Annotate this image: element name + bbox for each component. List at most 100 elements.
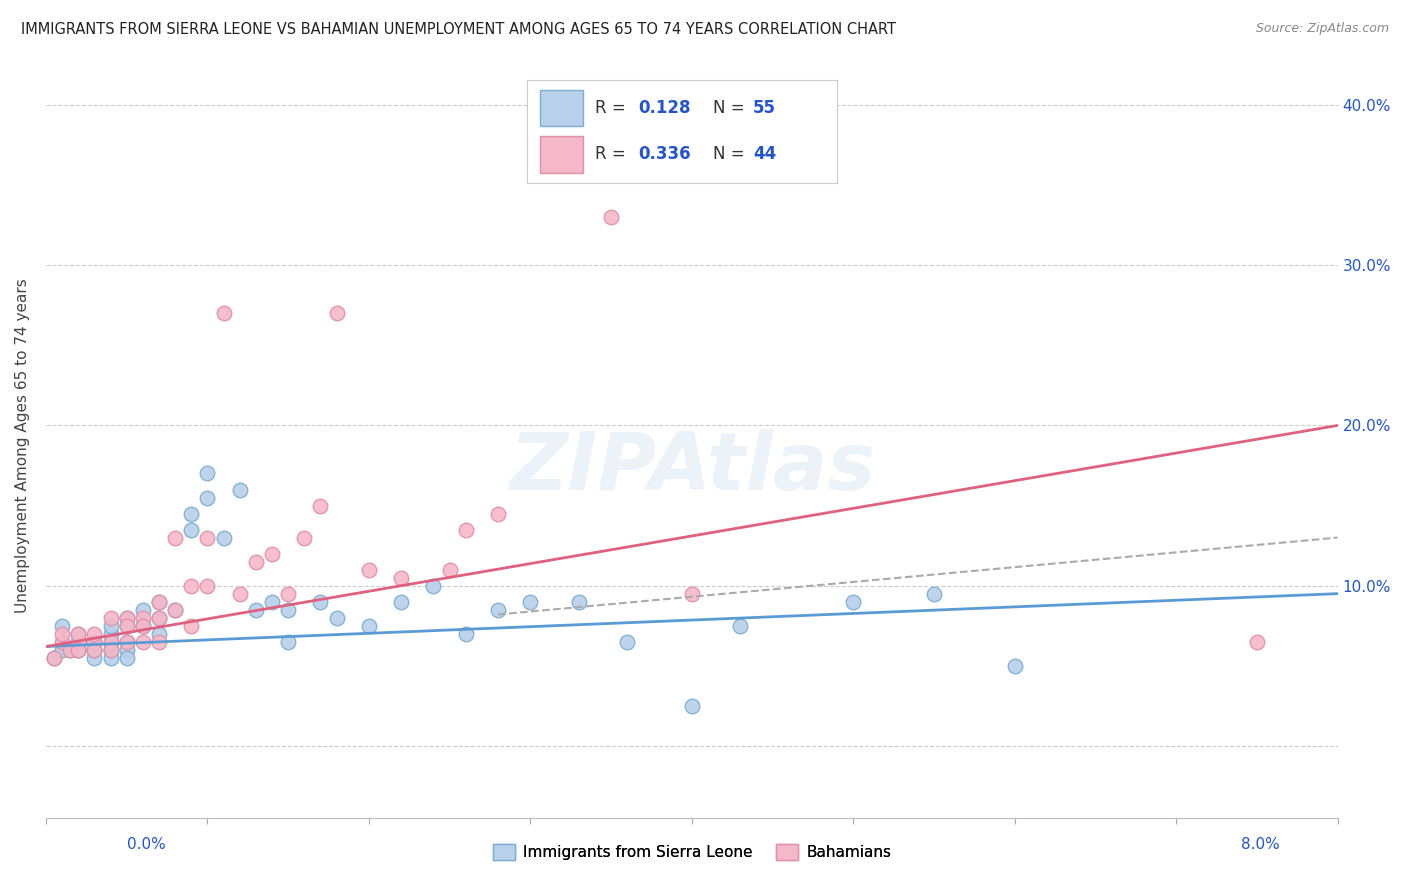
Text: 44: 44 <box>754 145 776 163</box>
Text: 0.128: 0.128 <box>638 99 692 117</box>
Point <box>357 563 380 577</box>
Point <box>165 602 187 616</box>
Point <box>277 634 299 648</box>
Point <box>148 610 170 624</box>
Point <box>681 698 703 713</box>
Point <box>568 594 591 608</box>
Text: 0.0%: 0.0% <box>127 837 166 852</box>
Y-axis label: Unemployment Among Ages 65 to 74 years: Unemployment Among Ages 65 to 74 years <box>15 278 30 613</box>
Point <box>486 602 509 616</box>
Point <box>389 571 412 585</box>
Point <box>681 587 703 601</box>
Text: ZIPAtlas: ZIPAtlas <box>509 429 875 507</box>
Point <box>519 594 541 608</box>
Point <box>83 642 105 657</box>
Point <box>115 642 138 657</box>
Point <box>260 547 283 561</box>
Point <box>115 618 138 632</box>
Point <box>245 555 267 569</box>
Point <box>180 523 202 537</box>
Point <box>83 634 105 648</box>
Text: IMMIGRANTS FROM SIERRA LEONE VS BAHAMIAN UNEMPLOYMENT AMONG AGES 65 TO 74 YEARS : IMMIGRANTS FROM SIERRA LEONE VS BAHAMIAN… <box>21 22 896 37</box>
Point <box>1004 658 1026 673</box>
Point <box>100 634 122 648</box>
Point <box>228 587 250 601</box>
Point <box>115 650 138 665</box>
Point <box>486 507 509 521</box>
Text: 8.0%: 8.0% <box>1240 837 1279 852</box>
Point <box>83 626 105 640</box>
Point <box>148 610 170 624</box>
Point <box>180 507 202 521</box>
Point <box>132 610 155 624</box>
Point <box>132 602 155 616</box>
Point <box>132 618 155 632</box>
Point <box>197 579 219 593</box>
Point <box>42 650 65 665</box>
Point <box>165 531 187 545</box>
Point <box>148 634 170 648</box>
Point <box>67 642 90 657</box>
Legend: Immigrants from Sierra Leone, Bahamians: Immigrants from Sierra Leone, Bahamians <box>486 838 897 866</box>
Point <box>100 642 122 657</box>
Point <box>67 634 90 648</box>
FancyBboxPatch shape <box>540 89 583 127</box>
Point <box>115 634 138 648</box>
Point <box>357 618 380 632</box>
Point <box>325 306 347 320</box>
Point <box>132 618 155 632</box>
Point <box>100 610 122 624</box>
Point <box>197 467 219 481</box>
Point <box>454 626 477 640</box>
Point <box>148 594 170 608</box>
Point <box>115 610 138 624</box>
Point <box>59 642 82 657</box>
Point <box>600 210 623 224</box>
Text: N =: N = <box>713 99 749 117</box>
Point <box>454 523 477 537</box>
Point <box>180 579 202 593</box>
Point <box>260 594 283 608</box>
Point <box>422 579 444 593</box>
Point <box>100 642 122 657</box>
Point <box>100 626 122 640</box>
Point <box>100 634 122 648</box>
Point <box>148 594 170 608</box>
Point <box>197 531 219 545</box>
Point <box>180 618 202 632</box>
Text: Source: ZipAtlas.com: Source: ZipAtlas.com <box>1256 22 1389 36</box>
Point <box>115 634 138 648</box>
Point <box>389 594 412 608</box>
Point <box>245 602 267 616</box>
Point <box>51 626 73 640</box>
Point <box>83 634 105 648</box>
Point <box>67 634 90 648</box>
Point <box>277 602 299 616</box>
FancyBboxPatch shape <box>540 136 583 173</box>
Point <box>67 626 90 640</box>
Point <box>67 626 90 640</box>
Point <box>51 642 73 657</box>
Point <box>728 618 751 632</box>
Point <box>100 618 122 632</box>
Point <box>1246 634 1268 648</box>
Point <box>212 306 235 320</box>
Point <box>439 563 461 577</box>
Point <box>42 650 65 665</box>
Point <box>842 594 865 608</box>
Point <box>132 634 155 648</box>
Text: 55: 55 <box>754 99 776 117</box>
Point <box>277 587 299 601</box>
Point <box>115 610 138 624</box>
Point <box>83 642 105 657</box>
Text: R =: R = <box>595 145 631 163</box>
Point <box>83 634 105 648</box>
Text: 0.336: 0.336 <box>638 145 692 163</box>
Point <box>67 642 90 657</box>
Point <box>922 587 945 601</box>
Point <box>51 618 73 632</box>
Point <box>325 610 347 624</box>
Point <box>148 626 170 640</box>
Point <box>115 618 138 632</box>
Point <box>100 650 122 665</box>
